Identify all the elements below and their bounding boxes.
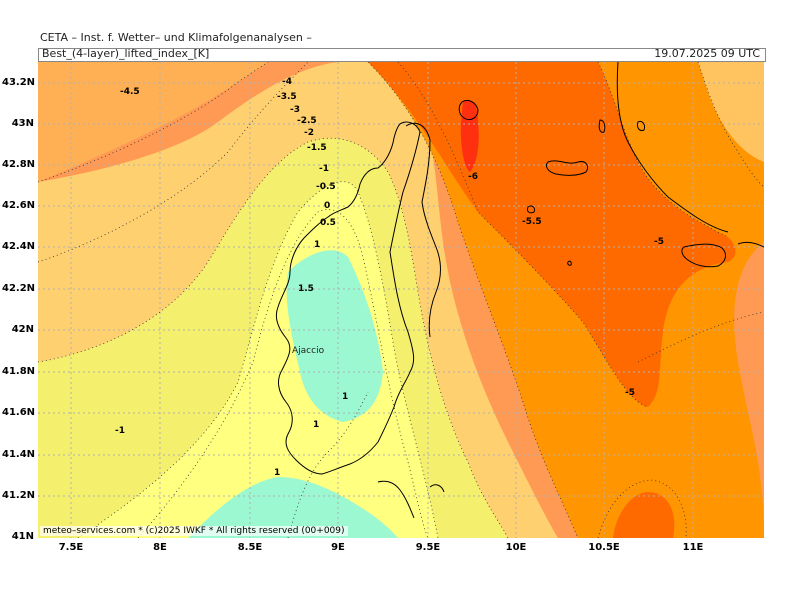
lat-tick-label: 41.8N	[2, 366, 36, 377]
parameter-label: Best_(4-layer)_lifted_index_[K]	[42, 47, 210, 60]
lon-tick-label: 8E	[153, 542, 167, 553]
contour-label: -1.5	[307, 143, 327, 153]
lon-tick-label: 9E	[331, 542, 345, 553]
lat-tick-label: 43N	[11, 118, 34, 129]
contour-label: -3.5	[277, 92, 297, 102]
band-m6-m5	[368, 62, 736, 407]
lon-tick-label: 11E	[682, 542, 704, 553]
band-m3-m2-ne	[698, 62, 764, 162]
graticule	[38, 62, 764, 538]
contour-label: -5	[625, 388, 635, 398]
city-label: Ajaccio	[292, 346, 325, 356]
contour-label: -4	[282, 77, 292, 87]
contour-label: -1	[319, 164, 329, 174]
contour-label: -0.5	[316, 182, 336, 192]
lat-tick-label: 42N	[11, 324, 34, 335]
lifted-index-map	[38, 62, 764, 538]
contour-label: 1	[313, 420, 320, 430]
lon-tick-label: 9.5E	[415, 542, 441, 553]
contour-label: 1	[314, 240, 321, 250]
contour-label: -1	[115, 426, 125, 436]
contour-label: -4.5	[120, 87, 140, 97]
lon-tick-label: 10E	[505, 542, 527, 553]
lat-tick-label: 41.6N	[2, 407, 36, 418]
contour-label: 1	[274, 468, 281, 478]
band-m6-m5-se	[613, 492, 675, 538]
contour-label: 1.5	[298, 284, 314, 294]
lon-tick-label: 10.5E	[588, 542, 620, 553]
contour-label: -5	[654, 237, 664, 247]
lon-tick-label: 8.5E	[237, 542, 263, 553]
lat-tick-label: 43.2N	[2, 77, 36, 88]
lat-tick-label: 42.2N	[2, 283, 36, 294]
band-pos-north	[286, 250, 383, 422]
header-bar	[38, 48, 766, 62]
map-panel	[38, 62, 764, 538]
contour-label: -2	[304, 128, 314, 138]
contour-label: -3	[290, 105, 300, 115]
lon-tick-label: 7.5E	[58, 542, 84, 553]
lat-tick-label: 42.8N	[2, 159, 36, 170]
lat-tick-label: 41.4N	[2, 449, 36, 460]
valid-time: 19.07.2025 09 UTC	[654, 47, 760, 60]
contour-label: 0	[324, 201, 331, 211]
band-pos-south	[188, 477, 398, 538]
contour-label: 1	[342, 392, 349, 402]
lat-tick-label: 42.4N	[2, 241, 36, 252]
contour-label: -2.5	[297, 116, 317, 126]
lat-tick-label: 41.2N	[2, 490, 36, 501]
lat-tick-label: 42.6N	[2, 200, 36, 211]
contour-label: 0.5	[320, 218, 336, 228]
isolines	[38, 62, 764, 538]
contour-label: -5.5	[522, 217, 542, 227]
coastlines	[275, 62, 764, 519]
chart-title: CETA – Inst. f. Wetter– und Klimafolgena…	[40, 31, 312, 44]
credit-text: meteo–services.com * (c)2025 IWKF * All …	[40, 526, 348, 536]
lat-tick-label: 41N	[11, 531, 34, 542]
contour-label: -6	[468, 172, 478, 182]
